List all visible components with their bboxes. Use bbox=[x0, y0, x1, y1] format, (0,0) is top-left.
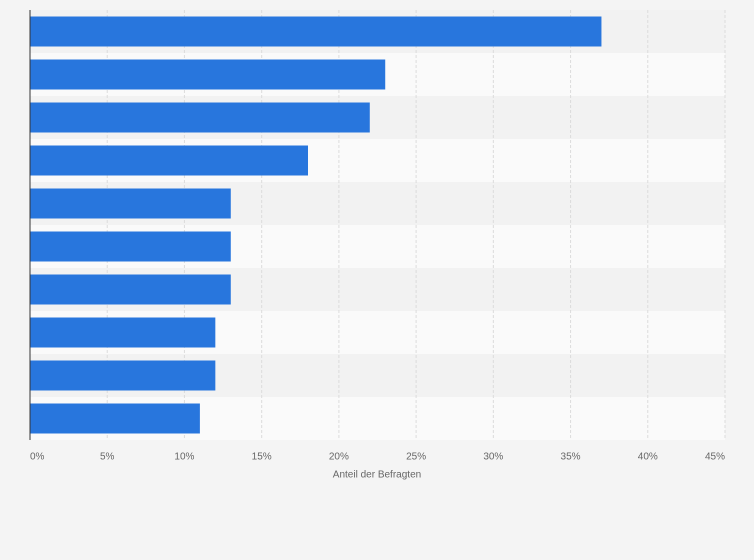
x-tick-label: 20% bbox=[329, 452, 349, 463]
x-tick-label: 10% bbox=[174, 452, 194, 463]
bar bbox=[30, 231, 231, 262]
bar bbox=[30, 59, 386, 90]
bar bbox=[30, 317, 216, 348]
x-tick-label: 25% bbox=[406, 452, 426, 463]
x-tick-label: 40% bbox=[638, 452, 658, 463]
x-tick-label: 0% bbox=[30, 452, 45, 463]
x-tick-label: 5% bbox=[100, 452, 115, 463]
bar bbox=[30, 102, 370, 133]
x-tick-label: 30% bbox=[483, 452, 503, 463]
bar bbox=[30, 274, 231, 305]
x-tick-label: 35% bbox=[561, 452, 581, 463]
x-axis-label: Anteil der Befragten bbox=[333, 470, 421, 481]
bar bbox=[30, 188, 231, 219]
bar bbox=[30, 360, 216, 391]
x-tick-label: 15% bbox=[252, 452, 272, 463]
bar bbox=[30, 16, 602, 47]
bar bbox=[30, 145, 308, 176]
bar bbox=[30, 403, 200, 434]
x-tick-label: 45% bbox=[705, 452, 725, 463]
